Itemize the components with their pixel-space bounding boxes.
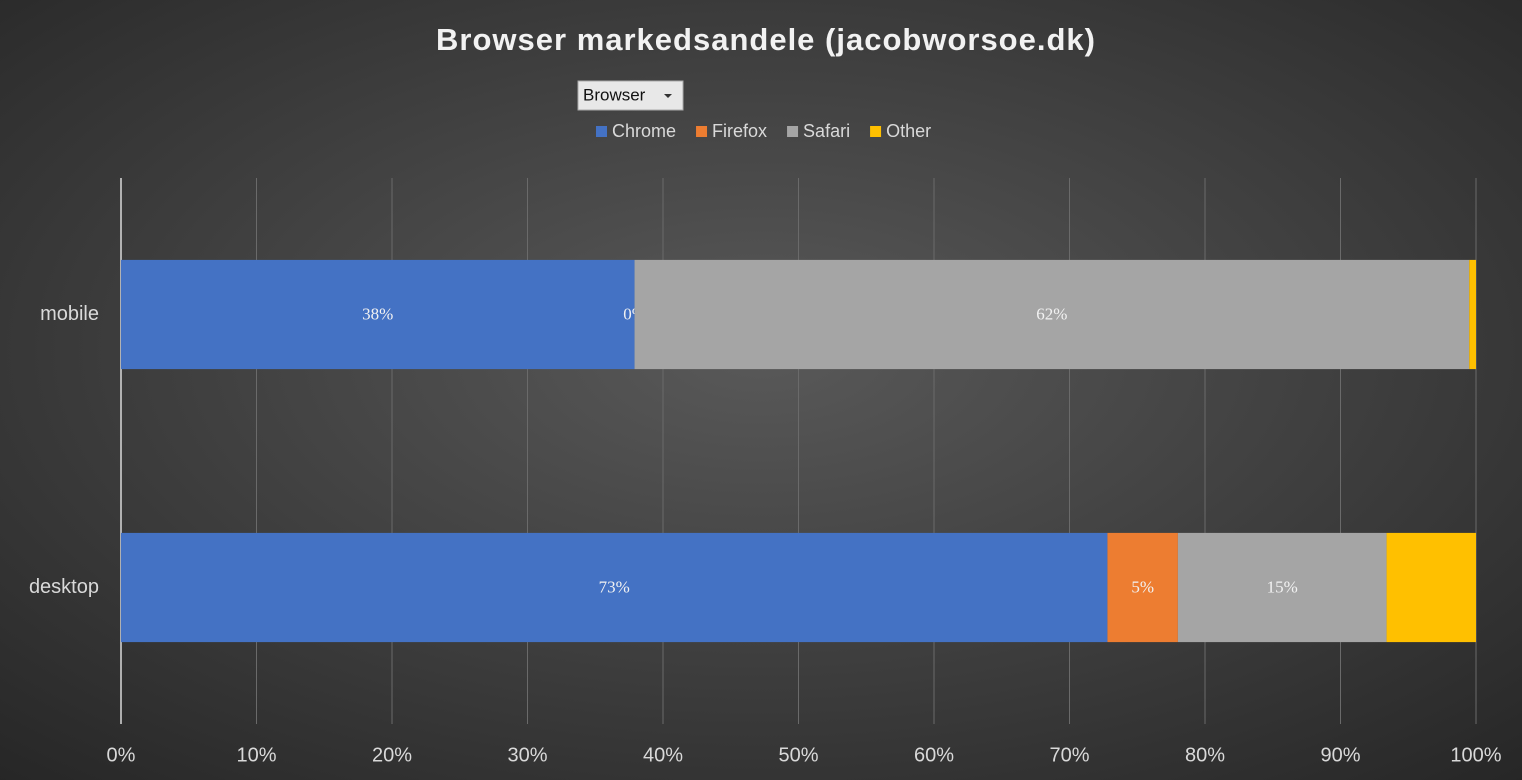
bar-segment (121, 259, 635, 370)
x-tick-label: 40% (643, 744, 683, 766)
x-tick-label: 100% (1450, 744, 1501, 766)
data-label: 5% (1131, 577, 1154, 596)
x-tick-label: 70% (1049, 744, 1089, 766)
bar-segment (1469, 259, 1476, 370)
legend-label: Chrome (612, 121, 676, 141)
dropdown-arrow[interactable] (664, 94, 672, 98)
x-tick-label: 90% (1320, 744, 1360, 766)
bar-segment (1386, 532, 1476, 643)
legend-swatch (870, 126, 882, 137)
bar-segment (1107, 532, 1178, 643)
x-tick-label: 50% (778, 744, 818, 766)
data-label: 62% (1036, 304, 1067, 323)
bar-segment (1177, 532, 1387, 643)
legend-label: Safari (803, 121, 850, 141)
legend-label: Firefox (712, 121, 767, 141)
legend-swatch (787, 126, 799, 137)
x-tick-label: 80% (1185, 744, 1225, 766)
legend-swatch (596, 126, 607, 137)
data-label: 15% (1267, 577, 1298, 596)
bar-segment (121, 532, 1108, 643)
x-tick-label: 20% (372, 744, 412, 766)
legend-swatch (696, 126, 708, 137)
bar-segment (634, 259, 1470, 370)
x-tick-label: 0% (107, 744, 136, 766)
chart-title: Browser markedsandele (jacobworsoe.dk) (436, 22, 1096, 57)
x-tick-label: 30% (507, 744, 547, 766)
field-button-label[interactable]: Browser (583, 85, 646, 104)
x-tick-label: 60% (914, 744, 954, 766)
field-button[interactable]: Browser (577, 80, 684, 111)
y-tick-label: mobile (40, 303, 99, 325)
data-label: 73% (599, 577, 630, 596)
legend-label: Other (886, 121, 931, 141)
data-label: 38% (362, 304, 393, 323)
x-tick-label: 10% (236, 744, 276, 766)
y-tick-label: desktop (29, 576, 99, 598)
